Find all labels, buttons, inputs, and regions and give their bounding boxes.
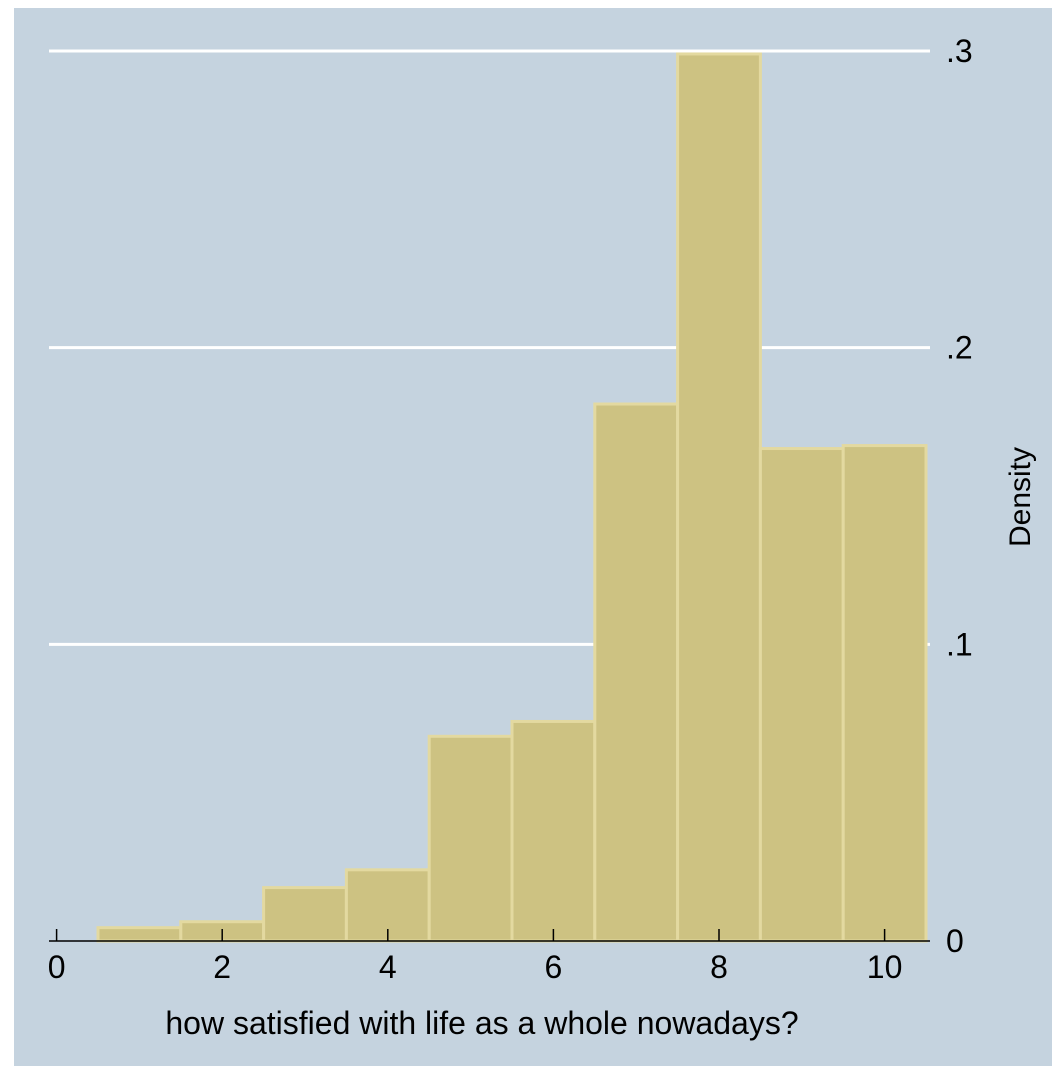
histogram-bar: [593, 402, 680, 943]
histogram-bar: [758, 447, 845, 943]
axes: [49, 929, 930, 942]
histogram-bar: [96, 926, 183, 943]
histogram-bar: [427, 734, 514, 943]
y-tick-label: .2: [946, 330, 973, 366]
y-tick-label: 0: [946, 923, 964, 959]
tick-labels: 0 2 4 6 8 10 0 .1 .2 .3: [48, 33, 973, 985]
histogram-bar: [841, 444, 928, 943]
histogram-bar: [262, 886, 348, 943]
y-tick-label: .1: [946, 626, 973, 662]
y-tick-label: .3: [946, 33, 973, 69]
x-tick-label: 8: [710, 949, 728, 985]
histogram-bar: [676, 52, 762, 943]
x-tick-label: 2: [213, 949, 231, 985]
x-axis-title: how satisfied with life as a whole nowad…: [165, 1005, 798, 1041]
histogram-bar: [510, 719, 597, 943]
x-tick-label: 0: [48, 949, 66, 985]
x-tick-label: 4: [379, 949, 397, 985]
y-axis-title: Density: [1004, 447, 1037, 547]
x-tick-label: 10: [867, 949, 903, 985]
x-tick-label: 6: [545, 949, 563, 985]
